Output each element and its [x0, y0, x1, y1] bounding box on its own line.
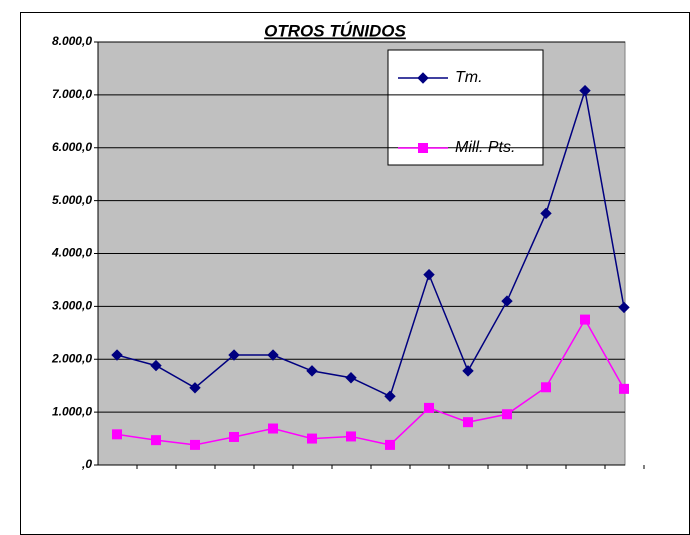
chart-title: OTROS TÚNIDOS [264, 21, 406, 40]
data-point [228, 349, 240, 361]
data-point [112, 429, 122, 440]
legend-marker [418, 143, 428, 153]
legend-marker [417, 72, 429, 84]
y-tick-label: 6.000,0 [52, 140, 92, 154]
data-point [345, 372, 357, 384]
data-point [618, 301, 630, 314]
data-point [306, 365, 318, 377]
y-tick-label: 1.000,0 [52, 404, 92, 418]
legend-label: Mill. Pts. [455, 139, 515, 156]
data-point [150, 359, 162, 372]
legend [387, 49, 544, 166]
data-point [463, 417, 473, 428]
legend-label: Tm. [455, 69, 483, 86]
data-point [190, 439, 200, 450]
data-point [579, 84, 591, 97]
y-tick-label: ,0 [81, 457, 92, 471]
y-tick-label: 8.000,0 [52, 34, 92, 48]
series-line [116, 318, 625, 446]
data-point [384, 390, 396, 402]
y-tick-label: 7.000,0 [52, 87, 92, 101]
y-tick-label: 5.000,0 [52, 193, 92, 207]
data-point [619, 383, 629, 394]
series-line [116, 90, 625, 398]
data-point [462, 365, 474, 377]
data-point [268, 423, 278, 434]
data-point [346, 431, 356, 442]
data-point [502, 409, 512, 420]
data-point [580, 314, 590, 325]
data-point [424, 402, 434, 413]
data-point [541, 382, 551, 393]
y-tick-label: 3.000,0 [52, 299, 92, 313]
data-point [307, 433, 317, 444]
data-point [501, 295, 513, 307]
y-tick-label: 4.000,0 [51, 246, 92, 260]
data-point [111, 349, 123, 361]
data-point [540, 207, 552, 220]
data-point [267, 349, 279, 361]
data-point [189, 382, 201, 394]
data-point [151, 435, 161, 446]
data-point [229, 431, 239, 442]
y-tick-label: 2.000,0 [51, 351, 92, 365]
data-point [385, 439, 395, 450]
data-point [423, 268, 435, 281]
